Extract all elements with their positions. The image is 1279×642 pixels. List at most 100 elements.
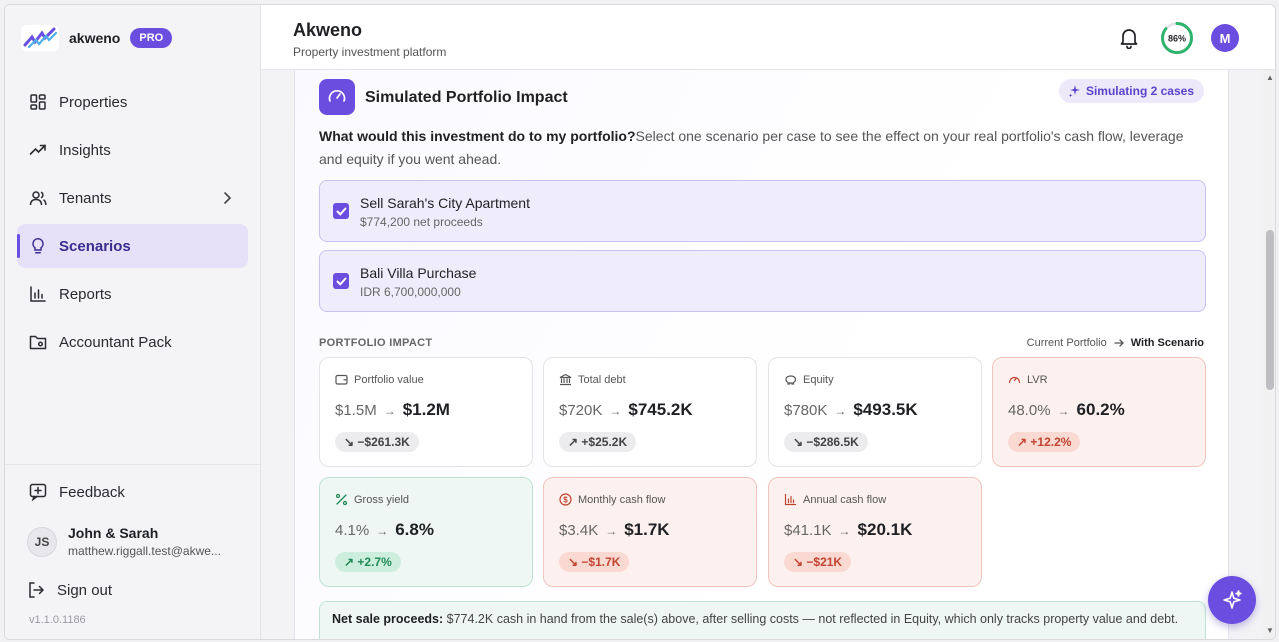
- metric-current: $1.5M: [335, 402, 377, 419]
- metric-current: $780K: [784, 402, 828, 419]
- arrow-right-icon: →: [609, 404, 622, 418]
- scroll-thumb[interactable]: [1266, 230, 1274, 390]
- trend-down-icon: ↘: [793, 435, 804, 449]
- metric-scenario: $1.2M: [402, 400, 450, 419]
- progress-value: 86%: [1168, 34, 1186, 44]
- portfolio-impact-label: PORTFOLIO IMPACT: [319, 337, 433, 349]
- arrow-right-icon: →: [1057, 404, 1070, 418]
- sidebar-item-reports[interactable]: Reports: [17, 272, 248, 316]
- sidebar-item-accountant-pack[interactable]: Accountant Pack: [17, 320, 248, 364]
- net-note-title: Net sale proceeds:: [332, 612, 444, 626]
- metric-card-monthly-cash-flow: $ Monthly cash flow $3.4K → $1.7K ↘ −$1.7K: [543, 477, 757, 587]
- svg-text:$: $: [563, 495, 568, 504]
- sparkle-icon: [1221, 589, 1243, 611]
- dollar-circle-icon: $: [559, 493, 572, 506]
- scroll-down-arrow-icon[interactable]: ▼: [1266, 626, 1274, 635]
- wallet-icon: [335, 373, 348, 386]
- brand-logo: [21, 25, 59, 51]
- case-card[interactable]: Bali Villa Purchase IDR 6,700,000,000: [319, 250, 1206, 312]
- trend-down-icon: ↘: [344, 435, 355, 449]
- sidebar-item-scenarios[interactable]: Scenarios: [17, 224, 248, 268]
- case-checkbox[interactable]: [333, 203, 349, 219]
- metric-scenario: 6.8%: [395, 520, 434, 539]
- avatar: JS: [27, 526, 57, 557]
- metric-delta: ↗ +$25.2K: [559, 432, 637, 452]
- page-title: Akweno: [293, 20, 363, 40]
- user-avatar[interactable]: M: [1211, 24, 1239, 52]
- sidebar-item-properties[interactable]: Properties: [17, 80, 248, 124]
- trend-up-icon: ↗: [1017, 435, 1028, 449]
- metric-card-equity: Equity $780K → $493.5K ↘ −$286.5K: [768, 357, 982, 467]
- metric-label: Total debt: [578, 373, 626, 386]
- trend-icon: [29, 141, 47, 159]
- comparison-legend: Current Portfolio With Scenario: [1027, 337, 1204, 349]
- trend-up-icon: ↗: [568, 435, 579, 449]
- piggy-bank-icon: [784, 373, 797, 386]
- grid-icon: [29, 93, 47, 111]
- metric-scenario: 60.2%: [1076, 400, 1125, 419]
- feedback-label: Feedback: [59, 483, 125, 501]
- sidebar-item-tenants[interactable]: Tenants: [17, 176, 248, 220]
- scrollbar[interactable]: ▲ ▼: [1263, 70, 1275, 639]
- brand[interactable]: akweno PRO: [21, 25, 173, 51]
- sidebar-item-insights[interactable]: Insights: [17, 128, 248, 172]
- sidebar-item-label: Tenants: [59, 189, 112, 207]
- legend-with-scenario: With Scenario: [1130, 337, 1204, 349]
- sidebar-divider: [5, 464, 261, 465]
- gauge-icon: [1008, 373, 1021, 386]
- app-window: akweno PRO Properties Insights Tenant: [4, 4, 1276, 640]
- metric-scenario: $493.5K: [853, 400, 918, 419]
- case-subtitle: $774,200 net proceeds: [360, 215, 483, 229]
- simulating-badge: Simulating 2 cases: [1058, 79, 1204, 103]
- arrow-right-icon: →: [834, 404, 847, 418]
- metric-scenario: $20.1K: [857, 520, 913, 539]
- metric-current: 48.0%: [1008, 402, 1051, 419]
- intro-question: What would this investment do to my port…: [319, 128, 636, 144]
- metric-delta: ↘ −$286.5K: [784, 432, 868, 452]
- user-email: matthew.riggall.test@akwe...: [68, 544, 221, 558]
- simulating-badge-text: Simulating 2 cases: [1085, 84, 1194, 98]
- user-profile[interactable]: JS John & Sarah matthew.riggall.test@akw…: [27, 525, 221, 558]
- bell-icon[interactable]: [1119, 27, 1139, 54]
- case-checkbox[interactable]: [333, 273, 349, 289]
- ai-assistant-button[interactable]: [1208, 576, 1256, 624]
- feedback-button[interactable]: Feedback: [29, 483, 125, 501]
- arrow-right-icon: [1114, 338, 1124, 348]
- arrow-right-icon: →: [838, 524, 851, 538]
- metric-label: LVR: [1027, 373, 1048, 386]
- page-subtitle: Property investment platform: [293, 45, 447, 59]
- metric-card-lvr: LVR 48.0% → 60.2% ↗ +12.2%: [992, 357, 1206, 467]
- metric-current: $41.1K: [784, 522, 832, 539]
- metric-card-gross-yield: Gross yield 4.1% → 6.8% ↗ +2.7%: [319, 477, 533, 587]
- gauge-icon: [319, 79, 355, 115]
- case-card[interactable]: Sell Sarah's City Apartment $774,200 net…: [319, 180, 1206, 242]
- bank-icon: [559, 373, 572, 386]
- sidebar: akweno PRO Properties Insights Tenant: [5, 5, 261, 639]
- trend-down-icon: ↘: [568, 555, 579, 569]
- metric-label: Equity: [803, 373, 834, 386]
- bar-chart-icon: [784, 493, 797, 506]
- metric-card-annual-cash-flow: Annual cash flow $41.1K → $20.1K ↘ −$21K: [768, 477, 982, 587]
- sidebar-item-label: Reports: [59, 285, 112, 303]
- user-name: John & Sarah: [68, 525, 159, 541]
- scroll-up-arrow-icon[interactable]: ▲: [1266, 73, 1274, 82]
- arrow-right-icon: →: [605, 524, 618, 538]
- metric-label: Annual cash flow: [803, 493, 887, 506]
- folder-icon: [29, 333, 47, 351]
- metric-delta: ↗ +2.7%: [335, 552, 401, 572]
- sidebar-nav: Properties Insights Tenants: [17, 80, 248, 368]
- trend-down-icon: ↘: [793, 555, 804, 569]
- profile-completion-ring[interactable]: 86%: [1160, 21, 1194, 55]
- metric-card-total-debt: Total debt $720K → $745.2K ↗ +$25.2K: [543, 357, 757, 467]
- sidebar-item-label: Accountant Pack: [59, 333, 172, 351]
- trend-up-icon: ↗: [344, 555, 355, 569]
- top-header: Akweno Property investment platform 86% …: [261, 5, 1275, 70]
- net-sale-proceeds-note: Net sale proceeds: $774.2K cash in hand …: [319, 601, 1206, 639]
- pro-badge: PRO: [130, 28, 173, 48]
- chevron-right-icon: [220, 189, 234, 211]
- brand-name: akweno: [69, 30, 121, 46]
- section-title: Simulated Portfolio Impact: [365, 89, 568, 106]
- metric-current: $720K: [559, 402, 603, 419]
- simulated-portfolio-impact-panel: Simulated Portfolio Impact Simulating 2 …: [294, 70, 1229, 639]
- sign-out-button[interactable]: Sign out: [27, 581, 112, 599]
